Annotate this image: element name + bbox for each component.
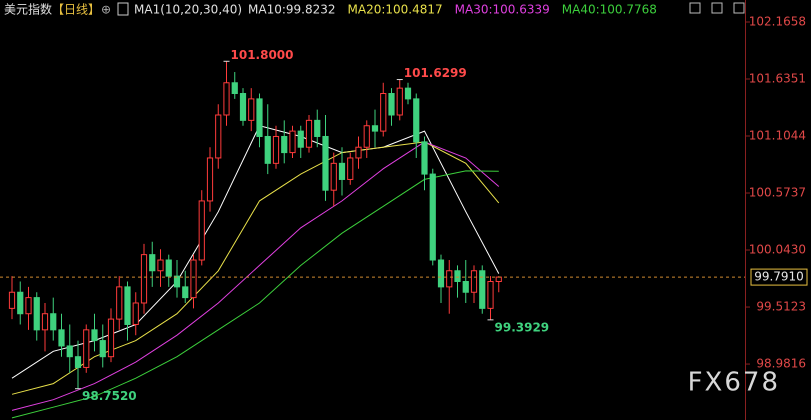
- period: 【日线】: [52, 3, 100, 17]
- y-tick-label: 101.1044: [749, 129, 806, 143]
- settings-icon[interactable]: ⊕: [101, 3, 111, 17]
- candle-body: [206, 157, 214, 202]
- candle-body: [50, 313, 57, 331]
- annotation-label: 99.3929: [495, 320, 550, 334]
- indicator-icon[interactable]: [117, 2, 129, 16]
- annotation-label: 98.7520: [82, 389, 137, 403]
- last-price-label: 99.7910: [754, 270, 804, 284]
- candle-body: [470, 270, 478, 293]
- candle-body: [99, 340, 106, 358]
- candle-body: [479, 270, 486, 309]
- annotation-label: 101.6299: [404, 66, 467, 80]
- watermark: FX678: [688, 368, 780, 398]
- candle-body: [297, 130, 304, 148]
- candle-body: [322, 135, 329, 191]
- candle-body: [437, 259, 445, 288]
- y-tick-label: 98.9816: [756, 357, 806, 371]
- candle-body: [25, 297, 32, 315]
- candle-body: [454, 270, 461, 283]
- candle-body: [355, 146, 362, 159]
- chart-title: 美元指数: [4, 2, 52, 17]
- candle-body: [74, 356, 82, 368]
- candle-body: [173, 275, 181, 288]
- window-icon[interactable]: [733, 2, 745, 14]
- candle-body: [182, 286, 189, 299]
- candle-body: [91, 329, 98, 342]
- legend-entry: MA30:100.6339: [455, 3, 550, 17]
- candle-body: [338, 162, 346, 180]
- candle-body: [231, 82, 238, 95]
- candle-body: [132, 302, 139, 325]
- candle-body: [124, 286, 131, 325]
- candle-body: [363, 125, 370, 148]
- candle-body: [495, 276, 502, 283]
- candle-body: [388, 93, 395, 116]
- y-tick-label: 100.0430: [749, 243, 806, 257]
- candle-body: [239, 93, 247, 121]
- candle-body: [429, 173, 436, 261]
- y-tick-label: 101.6351: [749, 71, 806, 85]
- last-price-box: [750, 268, 808, 286]
- y-tick-label: 102.1658: [749, 14, 806, 28]
- candle-body: [8, 291, 16, 309]
- candle-body: [116, 286, 123, 320]
- candle-body: [264, 135, 271, 164]
- annotation-label: 101.8000: [231, 48, 294, 62]
- candle-body: [413, 98, 420, 143]
- candle-body: [165, 259, 172, 277]
- candle-body: [149, 254, 156, 272]
- candle-body: [140, 254, 148, 304]
- indicator: MA1(10,20,30,40): [134, 3, 242, 17]
- window-icon[interactable]: [689, 2, 701, 14]
- candle-body: [41, 313, 49, 331]
- candle-body: [289, 130, 296, 154]
- candle-body: [248, 98, 255, 121]
- candle-body: [107, 318, 115, 358]
- y-tick-label: 100.5737: [749, 186, 806, 200]
- window-icon[interactable]: [711, 2, 723, 14]
- legend-entry: MA10:99.8232: [248, 3, 336, 17]
- candle-body: [198, 200, 205, 261]
- candle-body: [462, 281, 469, 293]
- candle-body: [281, 135, 288, 154]
- candle-body: [330, 162, 337, 191]
- candle-body: [190, 259, 197, 299]
- candle-body: [83, 329, 90, 368]
- candle-body: [215, 114, 222, 159]
- legend-entry: MA20:100.4817: [348, 3, 443, 17]
- candle-body: [347, 157, 354, 180]
- candle-body: [272, 135, 280, 164]
- legend-entry: MA40:100.7768: [562, 3, 657, 17]
- candle-body: [66, 345, 73, 358]
- candle-body: [17, 291, 24, 315]
- candle-body: [305, 119, 313, 148]
- candle-body: [58, 329, 65, 347]
- candle-body: [314, 119, 321, 137]
- candle-body: [380, 93, 387, 132]
- candle-body: [371, 125, 379, 132]
- candle-body: [256, 98, 263, 137]
- y-tick-label: 99.5123: [756, 300, 806, 314]
- candle-body: [446, 270, 453, 288]
- candle-body: [33, 297, 40, 331]
- candle-body: [396, 87, 403, 116]
- candle-body: [157, 259, 164, 272]
- legend: MA10:99.8232 MA20:100.4817 MA30:100.6339 MA…: [248, 3, 657, 17]
- candle-body: [487, 281, 494, 309]
- candle-body: [223, 82, 230, 116]
- candle-body: [421, 141, 428, 175]
- candle-body: [404, 87, 412, 100]
